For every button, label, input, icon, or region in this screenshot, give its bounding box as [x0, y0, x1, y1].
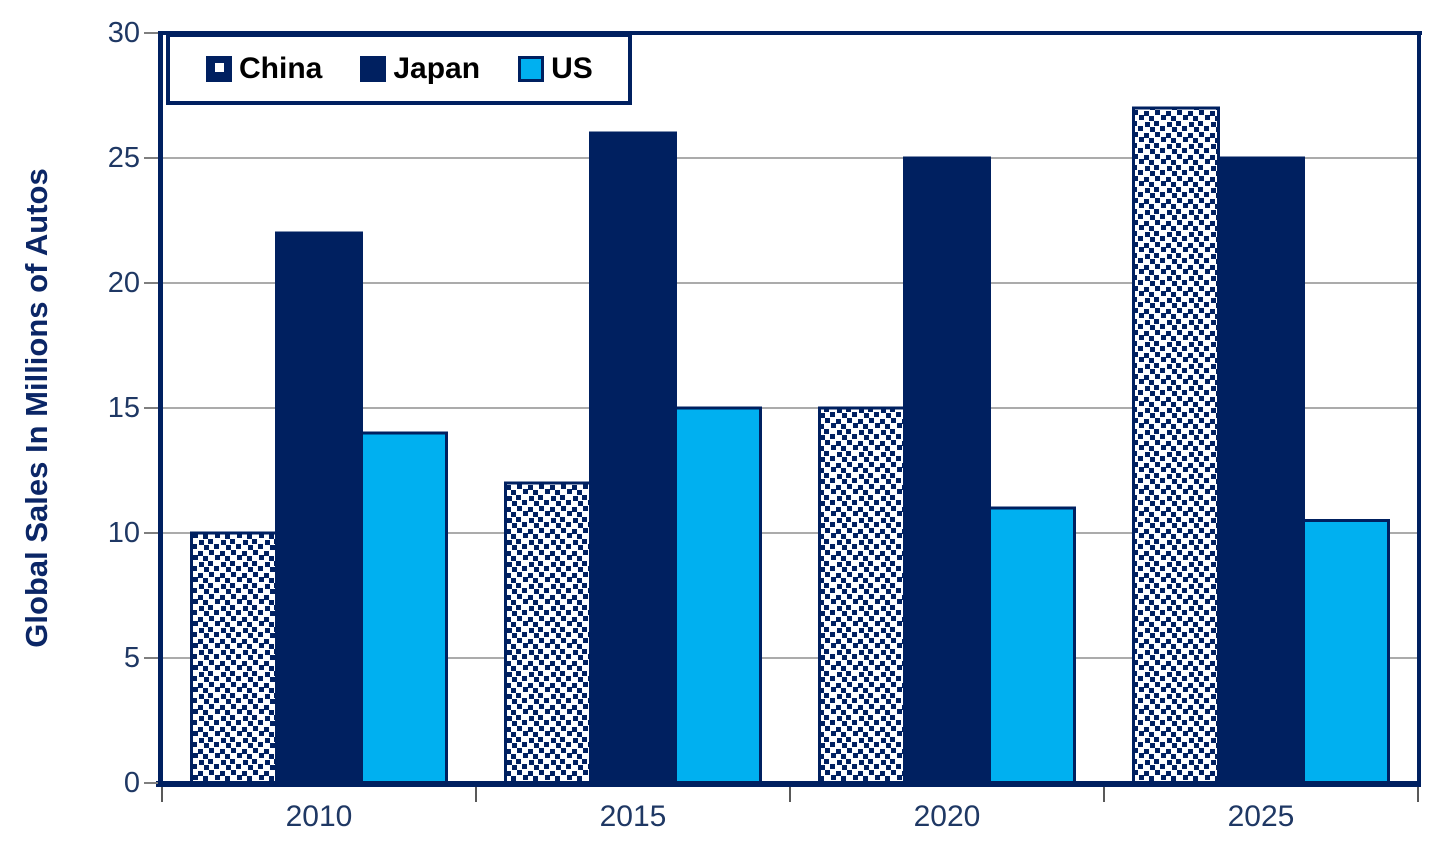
pattern-dot	[215, 63, 224, 72]
x-tick-label-2015: 2015	[599, 800, 667, 833]
bar-japan-2020	[903, 156, 991, 785]
plot-border-right	[1417, 31, 1421, 787]
legend: China Japan US	[166, 33, 632, 105]
x-tick-label-2020: 2020	[913, 800, 981, 833]
bar-china-2020	[818, 406, 906, 785]
y-tick-label-15: 15	[107, 392, 140, 424]
legend-swatch-japan-icon	[360, 56, 387, 82]
y-axis-title: Global Sales In Millions of Autos	[19, 168, 54, 648]
bar-us-2025	[1302, 519, 1390, 785]
y-tick-label-20: 20	[107, 267, 140, 299]
bar-china-2010	[190, 531, 278, 785]
bar-china-2025	[1132, 106, 1220, 785]
y-tick-label-10: 10	[107, 517, 140, 549]
y-tick-label-5: 5	[123, 642, 140, 674]
x-axis-line	[156, 781, 1420, 787]
bar-china-2015	[504, 481, 592, 785]
legend-swatch-us-icon	[518, 56, 545, 82]
legend-item-china: China	[206, 52, 322, 86]
legend-item-us: US	[518, 52, 593, 86]
legend-item-japan: Japan	[360, 52, 480, 86]
legend-label-china: China	[239, 52, 323, 85]
bar-us-2010	[360, 431, 448, 785]
bar-japan-2025	[1217, 156, 1305, 785]
legend-label-us: US	[551, 52, 593, 85]
legend-swatch-china-icon	[206, 56, 232, 82]
bar-japan-2015	[589, 131, 677, 785]
bar-us-2015	[674, 406, 762, 785]
y-tick-label-0: 0	[123, 767, 140, 799]
x-tick-label-2025: 2025	[1227, 800, 1295, 833]
plot-border-top	[162, 31, 1422, 35]
bar-us-2020	[988, 506, 1076, 785]
legend-label-japan: Japan	[393, 52, 481, 85]
y-tick-label-25: 25	[107, 142, 140, 174]
x-tick-label-2010: 2010	[285, 800, 353, 833]
y-axis-line	[158, 31, 163, 787]
bar-japan-2010	[275, 231, 363, 785]
y-tick-label-30: 30	[107, 17, 140, 49]
